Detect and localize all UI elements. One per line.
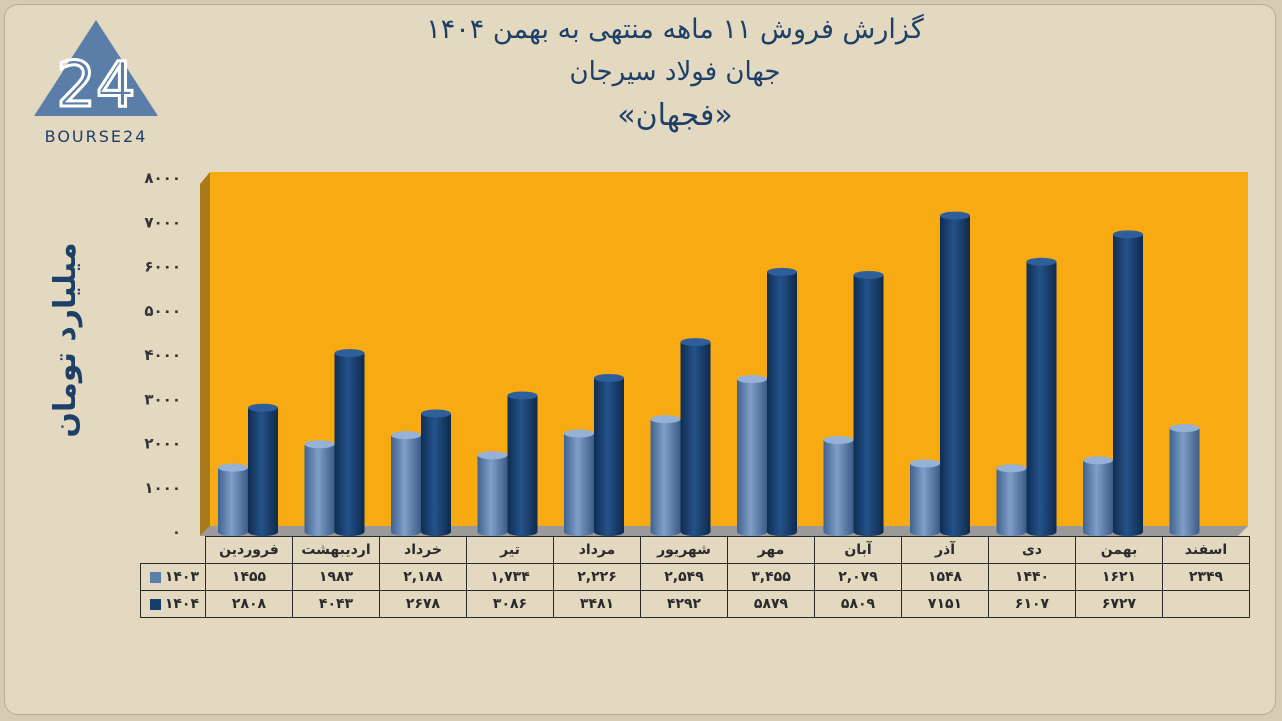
y-tick-label: ۱۰۰۰ bbox=[144, 479, 181, 497]
data-table: فروردین اردیبهشت خرداد تیر مرداد شهریور مهر آبا… bbox=[140, 536, 1250, 618]
logo-mark: 24 bbox=[57, 48, 136, 121]
bar-1403 bbox=[823, 436, 854, 536]
bar-1403 bbox=[910, 459, 940, 536]
bar-1403 bbox=[304, 440, 335, 536]
chart-subtitle: جهان فولاد سیرجان bbox=[569, 57, 781, 87]
value-label: ۴۰۴۳ bbox=[292, 590, 380, 618]
value-label: ۱۹۸۳ bbox=[292, 563, 380, 591]
bar-1404 bbox=[940, 211, 970, 537]
bar-1403 bbox=[650, 415, 681, 536]
value-label: ۲۳۴۹ bbox=[1162, 563, 1250, 591]
value-label: ۴۲۹۲ bbox=[640, 590, 728, 618]
value-label: ۳۰۸۶ bbox=[466, 590, 554, 618]
bar-1404 bbox=[1026, 257, 1057, 536]
bar-1404 bbox=[594, 373, 624, 536]
category-label: دی bbox=[988, 536, 1076, 564]
plot-floor bbox=[200, 526, 1248, 536]
y-tick-label: ۳۰۰۰ bbox=[144, 390, 181, 408]
value-label: ۱۴۵۵ bbox=[205, 563, 293, 591]
logo-text: BOURSE24 bbox=[45, 127, 148, 146]
bar-1404 bbox=[680, 338, 711, 536]
series-name: ۱۴۰۳ bbox=[164, 569, 199, 585]
category-label: آذر bbox=[901, 536, 989, 564]
y-tick-label: ۴۰۰۰ bbox=[144, 346, 181, 364]
category-label: فروردین bbox=[205, 536, 293, 564]
plot-area bbox=[210, 172, 1248, 526]
chart-symbol: «فجهان» bbox=[617, 98, 733, 133]
bar-1403 bbox=[218, 463, 248, 536]
category-label: خرداد bbox=[379, 536, 467, 564]
series-legend: ۱۴۰۳ bbox=[140, 563, 206, 591]
bar-1403 bbox=[391, 431, 421, 536]
value-label: ۲,۲۲۶ bbox=[553, 563, 641, 591]
category-label: تیر bbox=[466, 536, 554, 564]
y-tick-label: ۸۰۰۰ bbox=[144, 169, 181, 187]
bar-1404 bbox=[853, 270, 884, 536]
category-label: مهر bbox=[727, 536, 815, 564]
bourse24-logo: 24 BOURSE24 bbox=[34, 20, 158, 146]
category-label: شهریور bbox=[640, 536, 728, 564]
value-label: ۲۶۷۸ bbox=[379, 590, 467, 618]
value-label: ۶۱۰۷ bbox=[988, 590, 1076, 618]
value-label: ۲۸۰۸ bbox=[205, 590, 293, 618]
table-row: ۱۴۰۴ ۲۸۰۸ ۴۰۴۳ ۲۶۷۸ ۳۰۸۶ ۳۴۸۱ ۴۲۹۲ ۵۸۷۹ ۵۸۰۹ ۷۱۵۱… bbox=[140, 590, 1250, 618]
value-label: ۷۱۵۱ bbox=[901, 590, 989, 618]
value-label: ۲,۱۸۸ bbox=[379, 563, 467, 591]
legend-swatch bbox=[149, 571, 161, 583]
y-tick-label: ۷۰۰۰ bbox=[144, 213, 181, 231]
category-label: آبان bbox=[814, 536, 902, 564]
table-corner bbox=[141, 537, 206, 564]
bar-1403 bbox=[564, 429, 594, 536]
value-label: ۲,۵۴۹ bbox=[640, 563, 728, 591]
value-label: ۳۴۸۱ bbox=[553, 590, 641, 618]
value-label: ۱,۷۳۴ bbox=[466, 563, 554, 591]
bar-1403 bbox=[737, 375, 767, 536]
bar-1404 bbox=[421, 409, 451, 536]
bar-1404 bbox=[767, 267, 797, 536]
value-label: ۵۸۰۹ bbox=[814, 590, 902, 618]
bar-1403 bbox=[996, 464, 1027, 536]
bar-1403 bbox=[1083, 456, 1113, 536]
table-row: ۱۴۰۳ ۱۴۵۵ ۱۹۸۳ ۲,۱۸۸ ۱,۷۳۴ ۲,۲۲۶ ۲,۵۴۹ ۳,۴۵۵ ۲,۰… bbox=[140, 563, 1250, 591]
category-label: اسفند bbox=[1162, 536, 1250, 564]
value-label: ۵۸۷۹ bbox=[727, 590, 815, 618]
value-label: ۳,۴۵۵ bbox=[727, 563, 815, 591]
y-tick-label: ۵۰۰۰ bbox=[144, 302, 181, 320]
category-label: اردیبهشت bbox=[292, 536, 380, 564]
value-label: ۱۶۲۱ bbox=[1075, 563, 1163, 591]
value-label: ۲,۰۷۹ bbox=[814, 563, 902, 591]
value-label: ۱۵۴۸ bbox=[901, 563, 989, 591]
value-label bbox=[1162, 590, 1250, 618]
series-name: ۱۴۰۴ bbox=[164, 596, 199, 612]
plot-side-wall bbox=[200, 172, 210, 536]
legend-swatch bbox=[149, 598, 161, 610]
chart-title: گزارش فروش ۱۱ ماهه منتهی به بهمن ۱۴۰۴ bbox=[426, 14, 924, 45]
value-label: ۶۷۲۷ bbox=[1075, 590, 1163, 618]
y-tick-label: ۲۰۰۰ bbox=[144, 435, 181, 453]
value-label: ۱۴۴۰ bbox=[988, 563, 1076, 591]
series-legend: ۱۴۰۴ bbox=[140, 590, 206, 618]
bar-1404 bbox=[334, 349, 365, 536]
logo-triangle bbox=[34, 20, 158, 116]
bar-1403 bbox=[477, 451, 508, 536]
bar-1404 bbox=[507, 391, 538, 536]
category-label: بهمن bbox=[1075, 536, 1163, 564]
y-tick-label: ۶۰۰۰ bbox=[144, 258, 181, 276]
category-label: مرداد bbox=[553, 536, 641, 564]
y-tick-label: ۰ bbox=[172, 523, 181, 541]
bar-1404 bbox=[1113, 230, 1143, 536]
bar-1404 bbox=[248, 403, 278, 536]
bar-1403 bbox=[1169, 424, 1200, 536]
